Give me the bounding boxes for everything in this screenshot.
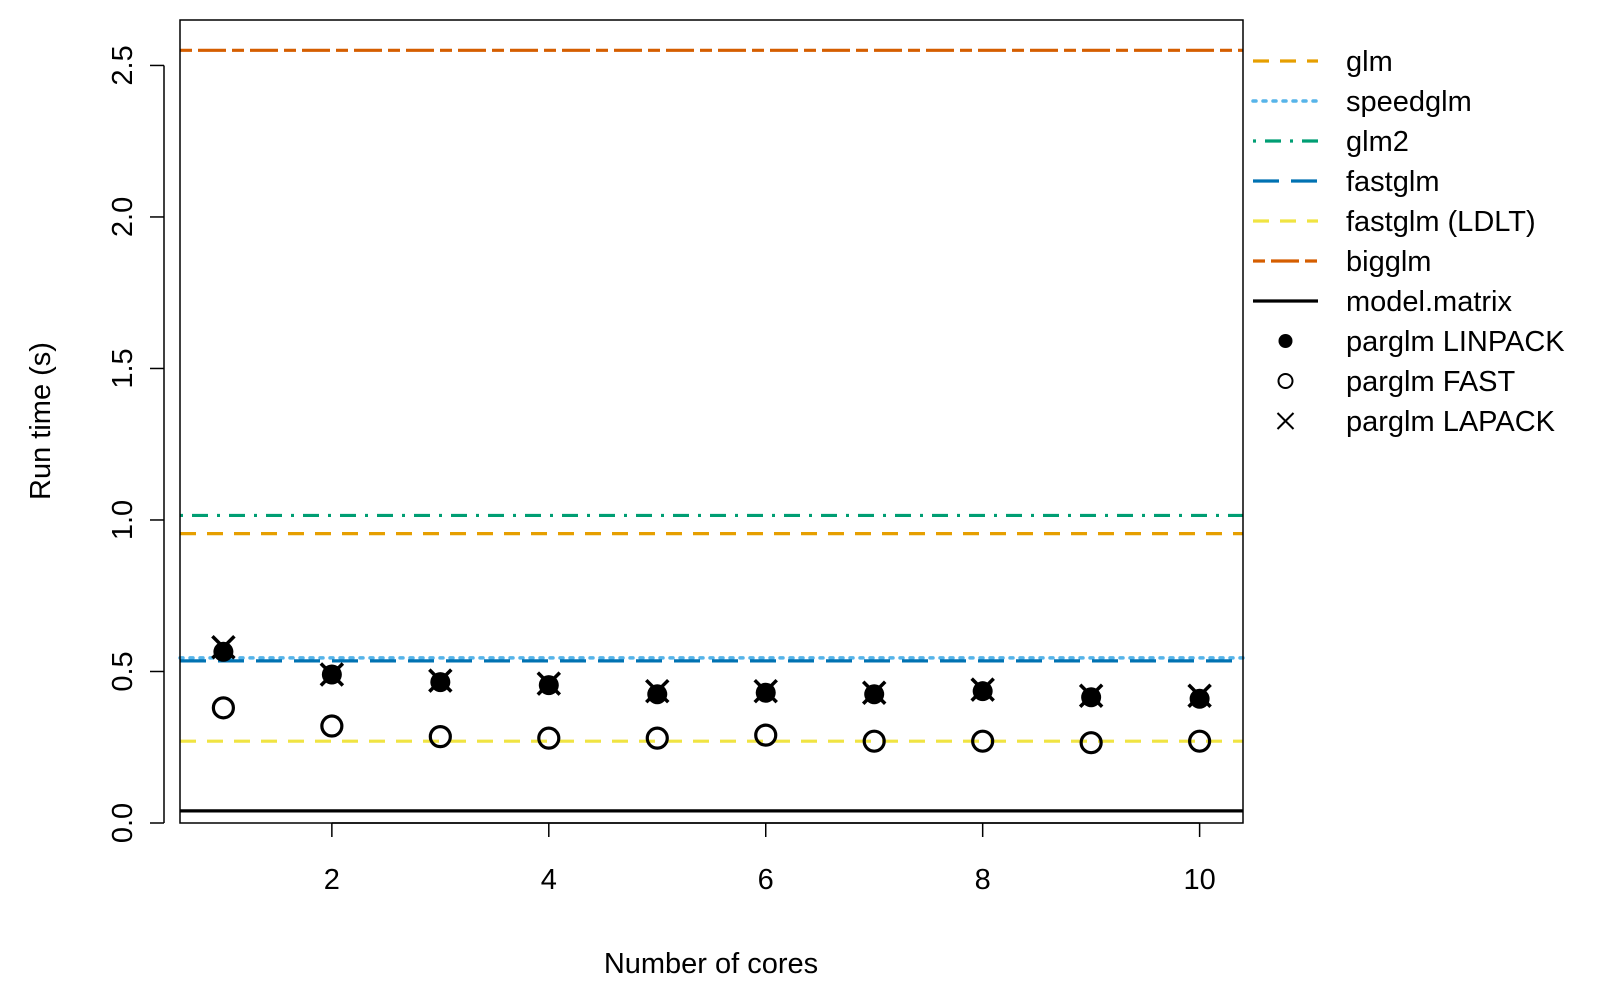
legend: glm speedglm glm2 fastglm fastglm (LDLT) bigg… (1251, 46, 1565, 438)
legend-label: parglm LAPACK (1346, 406, 1556, 438)
y-tick-label: 0.5 (107, 651, 139, 691)
point-parglm-linpack (647, 684, 668, 705)
point-parglm-lapack (536, 671, 562, 696)
legend-item-parglm-fast: parglm FAST (1277, 366, 1515, 398)
legend-marker-swatch (1277, 373, 1294, 389)
y-tick-label: 1.0 (107, 500, 139, 540)
point-parglm-lapack (211, 635, 236, 660)
point-parglm-fast (1079, 731, 1103, 755)
y-axis-label: Run time (s) (25, 342, 57, 500)
legend-label: fastglm (LDLT) (1346, 206, 1536, 238)
legend-item-speedglm: speedglm (1251, 86, 1472, 118)
legend-label: bigglm (1346, 246, 1431, 278)
legend-label: fastglm (1346, 166, 1439, 198)
legend-item-parglm-lapack: parglm LAPACK (1276, 406, 1556, 438)
x-axis-label: Number of cores (604, 948, 818, 980)
point-parglm-lapack (1078, 683, 1104, 708)
legend-item-model-matrix: model.matrix (1253, 286, 1512, 318)
point-parglm-lapack (645, 678, 670, 704)
y-tick-label: 1.5 (107, 348, 139, 388)
point-parglm-lapack (1187, 683, 1212, 708)
legend-label: glm2 (1346, 126, 1409, 158)
legend-marker-swatch (1278, 334, 1293, 348)
legend-label: parglm LINPACK (1346, 326, 1565, 358)
legend-item-glm2: glm2 (1253, 126, 1409, 158)
point-parglm-fast (211, 696, 235, 720)
point-parglm-lapack (319, 662, 345, 687)
x-tick-label: 6 (758, 864, 774, 896)
point-parglm-fast (862, 729, 886, 753)
legend-item-glm: glm (1253, 46, 1393, 78)
legend-label: speedglm (1346, 86, 1472, 118)
legend-item-fastglm-ldlt: fastglm (LDLT) (1253, 206, 1536, 238)
data-points (211, 635, 1212, 755)
point-parglm-fast (428, 725, 452, 749)
y-axis: 0.0 0.5 1.0 1.5 2.0 2.5 (107, 45, 165, 843)
y-tick-label: 0.0 (107, 803, 139, 843)
x-tick-label: 4 (541, 864, 557, 896)
point-parglm-linpack (1189, 688, 1210, 709)
point-parglm-fast (971, 729, 995, 753)
legend-item-parglm-linpack: parglm LINPACK (1278, 326, 1565, 358)
x-tick-label: 2 (324, 864, 340, 896)
point-parglm-linpack (213, 641, 234, 662)
x-tick-label: 8 (975, 864, 991, 896)
point-parglm-lapack (861, 680, 887, 705)
y-tick-label: 2.0 (107, 197, 139, 237)
legend-label: parglm FAST (1346, 366, 1515, 398)
y-tick-label: 2.5 (107, 45, 139, 85)
legend-label: model.matrix (1346, 286, 1512, 318)
point-parglm-lapack (428, 668, 453, 693)
point-parglm-fast (320, 714, 344, 738)
legend-marker-swatch (1276, 412, 1295, 430)
point-parglm-lapack (970, 677, 995, 702)
point-parglm-fast (1188, 729, 1212, 753)
legend-label: glm (1346, 46, 1393, 78)
x-tick-label: 10 (1183, 864, 1215, 896)
point-parglm-fast (754, 723, 778, 747)
x-axis: 2 4 6 8 10 (324, 822, 1216, 896)
point-parglm-fast (537, 726, 561, 750)
reference-lines (178, 48, 1245, 813)
point-parglm-lapack (753, 678, 778, 704)
legend-item-fastglm: fastglm (1253, 166, 1439, 198)
legend-item-bigglm: bigglm (1253, 246, 1431, 278)
point-parglm-fast (645, 726, 669, 750)
